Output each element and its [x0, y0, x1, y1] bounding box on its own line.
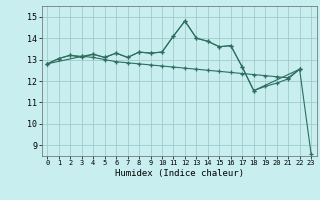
X-axis label: Humidex (Indice chaleur): Humidex (Indice chaleur) — [115, 169, 244, 178]
